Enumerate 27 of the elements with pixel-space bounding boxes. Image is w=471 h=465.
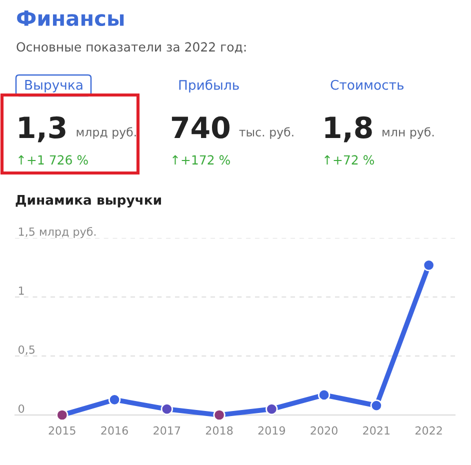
text: млрд руб. [76, 127, 136, 139]
x-tick-label: 2022 [415, 426, 442, 435]
chart-title: Динамика выручки [16, 195, 161, 208]
text: 1,3 [19, 116, 66, 142]
x-tick-label: 2018 [206, 426, 233, 435]
text: Финансы [17, 10, 124, 26]
y-tick-label: 0,5 [18, 345, 34, 355]
text: млн руб. [382, 127, 434, 139]
x-tick-label: 2016 [101, 426, 128, 435]
x-tick-label: 2017 [154, 426, 180, 435]
y-tick-label: 1,5 млрд руб. [19, 227, 96, 238]
text: ↑+72 % [324, 155, 374, 165]
text: ↑+172 % [172, 155, 230, 165]
x-tick-label: 2021 [363, 426, 390, 435]
text: Стоимость [330, 80, 404, 90]
text: Основные показатели за 2022 год: [16, 42, 246, 54]
text: ↑+1 726 % [18, 155, 88, 165]
text: 1,8 [325, 116, 372, 142]
text: 740 [172, 116, 230, 138]
text: Выручка [25, 80, 82, 92]
x-tick-label: 2020 [310, 426, 338, 435]
x-tick-label: 2019 [258, 426, 286, 435]
y-tick-label: 0 [18, 404, 24, 413]
text: Прибыль [179, 80, 239, 92]
text: тыс. руб. [239, 127, 294, 139]
y-tick-label: 1 [19, 286, 24, 295]
x-tick-label: 2015 [48, 426, 76, 435]
